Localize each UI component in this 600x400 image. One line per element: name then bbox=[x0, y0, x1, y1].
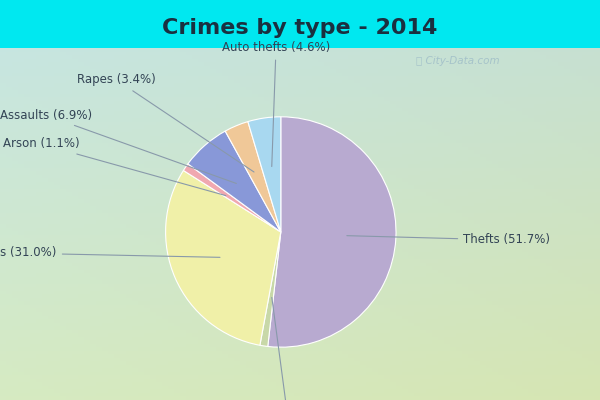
Wedge shape bbox=[188, 131, 281, 232]
Wedge shape bbox=[166, 170, 281, 345]
Text: ⓘ City-Data.com: ⓘ City-Data.com bbox=[416, 56, 500, 66]
Text: Rapes (3.4%): Rapes (3.4%) bbox=[77, 74, 254, 172]
Text: Crimes by type - 2014: Crimes by type - 2014 bbox=[163, 18, 437, 38]
Text: Thefts (51.7%): Thefts (51.7%) bbox=[347, 234, 550, 246]
Text: Arson (1.1%): Arson (1.1%) bbox=[2, 138, 226, 196]
Wedge shape bbox=[248, 117, 281, 232]
Text: Robberies (1.1%): Robberies (1.1%) bbox=[236, 298, 338, 400]
Text: Burglaries (31.0%): Burglaries (31.0%) bbox=[0, 246, 220, 259]
Wedge shape bbox=[184, 164, 281, 232]
Text: Assaults (6.9%): Assaults (6.9%) bbox=[0, 109, 236, 184]
Text: Auto thefts (4.6%): Auto thefts (4.6%) bbox=[222, 42, 330, 166]
Wedge shape bbox=[268, 117, 396, 347]
Wedge shape bbox=[225, 122, 281, 232]
Wedge shape bbox=[260, 232, 281, 346]
